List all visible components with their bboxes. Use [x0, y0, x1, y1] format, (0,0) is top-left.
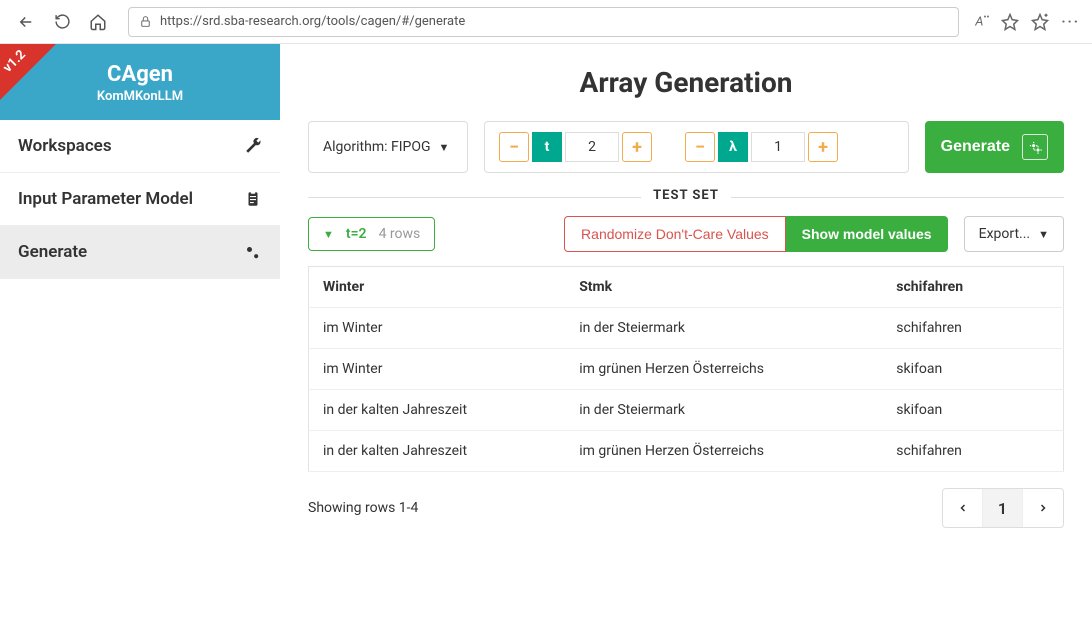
collections-icon[interactable] [1031, 13, 1049, 31]
sidebar-item-workspaces[interactable]: Workspaces [0, 120, 280, 173]
summary-t: t=2 [346, 226, 367, 242]
algorithm-dropdown[interactable]: Algorithm: FIPOG ▼ [308, 121, 468, 173]
sidebar-item-label: Generate [18, 242, 87, 262]
t-value[interactable]: 2 [565, 132, 619, 162]
table-cell: im Winter [309, 308, 566, 349]
lock-icon [139, 15, 152, 28]
table-cell: im grünen Herzen Österreichs [565, 431, 882, 472]
table-cell: in der Steiermark [565, 308, 882, 349]
lambda-increment-button[interactable]: + [808, 132, 838, 162]
lambda-value[interactable]: 1 [751, 132, 805, 162]
sidebar-item-ipm[interactable]: Input Parameter Model [0, 173, 280, 226]
pager-next[interactable] [1023, 489, 1063, 527]
t-increment-button[interactable]: + [622, 132, 652, 162]
caret-down-icon: ▼ [439, 141, 450, 154]
table-cell: skifoan [882, 390, 1063, 431]
table-cell: in der kalten Jahreszeit [309, 431, 566, 472]
more-icon[interactable]: ··· [1061, 14, 1080, 30]
table-cell: in der kalten Jahreszeit [309, 390, 566, 431]
showing-text: Showing rows 1-4 [308, 500, 418, 516]
summary-rows: 4 rows [379, 226, 421, 242]
back-button[interactable] [12, 8, 40, 36]
show-model-values-button[interactable]: Show model values [786, 216, 948, 252]
generate-label: Generate [941, 138, 1010, 156]
refresh-button[interactable] [48, 8, 76, 36]
lambda-decrement-button[interactable]: − [685, 132, 715, 162]
sidebar-item-generate[interactable]: Generate [0, 226, 280, 279]
randomize-button[interactable]: Randomize Don't-Care Values [564, 216, 786, 252]
address-bar[interactable]: https://srd.sba-research.org/tools/cagen… [128, 7, 959, 37]
table-cell: schifahren [882, 431, 1063, 472]
main-content: Array Generation Algorithm: FIPOG ▼ − t … [280, 44, 1092, 617]
caret-down-icon: ▼ [323, 228, 334, 241]
home-button[interactable] [84, 8, 112, 36]
wrench-icon [244, 137, 262, 155]
testset-label: TEST SET [641, 188, 731, 203]
summary-dropdown[interactable]: ▼ t=2 4 rows [308, 217, 435, 251]
table-header: Winter [309, 267, 566, 308]
table-cell: in der Steiermark [565, 390, 882, 431]
table-cell: im Winter [309, 349, 566, 390]
testset-table: WinterStmkschifahren im Winterin der Ste… [308, 266, 1064, 472]
table-cell: skifoan [882, 349, 1063, 390]
table-row: im Winterin der Steiermarkschifahren [309, 308, 1064, 349]
table-cell: im grünen Herzen Österreichs [565, 349, 882, 390]
pager-prev[interactable] [943, 489, 983, 527]
table-row: in der kalten Jahreszeitin der Steiermar… [309, 390, 1064, 431]
lambda-spinner: − λ 1 + [685, 132, 841, 162]
pager: 1 [942, 488, 1064, 528]
t-spinner: − t 2 + [499, 132, 655, 162]
sidebar: v1.2 CAgen KomMKonLLM Workspaces Input P… [0, 44, 280, 617]
clipboard-icon [244, 190, 262, 208]
generate-button[interactable]: Generate [925, 121, 1064, 173]
table-cell: schifahren [882, 308, 1063, 349]
table-header: schifahren [882, 267, 1063, 308]
table-row: in der kalten Jahreszeitim grünen Herzen… [309, 431, 1064, 472]
read-aloud-icon[interactable]: A•• [975, 13, 989, 29]
t-decrement-button[interactable]: − [499, 132, 529, 162]
url-text: https://srd.sba-research.org/tools/cagen… [160, 14, 465, 29]
sidebar-item-label: Workspaces [18, 136, 112, 156]
favorite-icon[interactable] [1001, 13, 1019, 31]
export-label: Export... [979, 226, 1031, 242]
page-title: Array Generation [308, 66, 1064, 99]
sidebar-item-label: Input Parameter Model [18, 189, 193, 209]
caret-down-icon: ▼ [1038, 228, 1049, 241]
t-label: t [532, 132, 562, 162]
gears-icon [1022, 134, 1048, 160]
algorithm-label: Algorithm: FIPOG [323, 139, 431, 155]
gears-icon [242, 242, 262, 262]
export-dropdown[interactable]: Export... ▼ [964, 216, 1064, 252]
testset-divider: TEST SET [308, 197, 1064, 198]
pager-page-1[interactable]: 1 [983, 489, 1023, 527]
browser-toolbar: https://srd.sba-research.org/tools/cagen… [0, 0, 1092, 44]
lambda-label: λ [718, 132, 748, 162]
table-row: im Winterim grünen Herzen Österreichsski… [309, 349, 1064, 390]
table-header: Stmk [565, 267, 882, 308]
parameter-panel: − t 2 + − λ 1 + [484, 121, 909, 173]
